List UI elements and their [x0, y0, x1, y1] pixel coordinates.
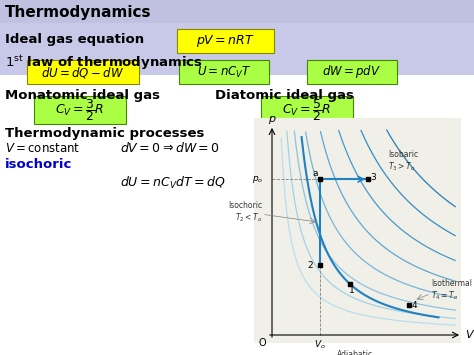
Text: Ideal gas equation: Ideal gas equation	[5, 33, 144, 45]
Text: Isochoric
$T_2 < T_o$: Isochoric $T_2 < T_o$	[228, 201, 262, 224]
Text: $p_o$: $p_o$	[252, 174, 264, 185]
Text: $dV = 0 \Rightarrow dW = 0$: $dV = 0 \Rightarrow dW = 0$	[120, 141, 220, 155]
Text: p: p	[268, 114, 275, 124]
Text: $C_V = \dfrac{5}{2}R$: $C_V = \dfrac{5}{2}R$	[283, 97, 332, 123]
Bar	[0, 0, 474, 23]
Text: Monatomic ideal gas: Monatomic ideal gas	[5, 88, 160, 102]
Text: Diatomic ideal gas: Diatomic ideal gas	[215, 88, 354, 102]
Text: $V_o$: $V_o$	[314, 339, 326, 351]
Text: isochoric: isochoric	[5, 158, 73, 171]
Text: Thermodynamics: Thermodynamics	[5, 5, 152, 20]
Text: Thermodynamic processes: Thermodynamic processes	[5, 126, 204, 140]
Text: 4: 4	[411, 301, 417, 310]
Text: $dU = dQ - dW$: $dU = dQ - dW$	[41, 65, 125, 80]
FancyBboxPatch shape	[307, 60, 397, 84]
FancyBboxPatch shape	[177, 29, 274, 53]
Text: a: a	[312, 169, 318, 178]
Text: $U = nC_VT$: $U = nC_VT$	[197, 65, 251, 80]
Text: 2: 2	[307, 261, 313, 270]
FancyBboxPatch shape	[34, 96, 126, 124]
Text: Isobaric
$T_3 > T_o$: Isobaric $T_3 > T_o$	[388, 149, 419, 173]
Bar	[0, 75, 474, 355]
Text: $pV = nRT$: $pV = nRT$	[196, 33, 255, 49]
Text: Adiabatic
$T_1 < T_o$: Adiabatic $T_1 < T_o$	[337, 350, 373, 355]
Text: O: O	[258, 338, 266, 348]
Text: $dW = pdV$: $dW = pdV$	[322, 64, 382, 81]
Text: V: V	[465, 330, 473, 340]
Bar	[254, 118, 461, 343]
FancyBboxPatch shape	[261, 96, 353, 124]
Text: Isothermal
$T_4 = T_o$: Isothermal $T_4 = T_o$	[431, 279, 472, 302]
Text: $C_V = \dfrac{3}{2}R$: $C_V = \dfrac{3}{2}R$	[55, 97, 105, 123]
Text: 1: 1	[349, 286, 355, 295]
FancyBboxPatch shape	[179, 60, 269, 84]
FancyBboxPatch shape	[27, 60, 139, 84]
Text: 3: 3	[370, 173, 376, 182]
Text: $dU = nC_V dT = dQ$: $dU = nC_V dT = dQ$	[120, 175, 226, 191]
Text: $V = \mathrm{constant}$: $V = \mathrm{constant}$	[5, 142, 80, 154]
Text: $1^{\mathrm{st}}$ law of thermodynamics: $1^{\mathrm{st}}$ law of thermodynamics	[5, 54, 203, 72]
